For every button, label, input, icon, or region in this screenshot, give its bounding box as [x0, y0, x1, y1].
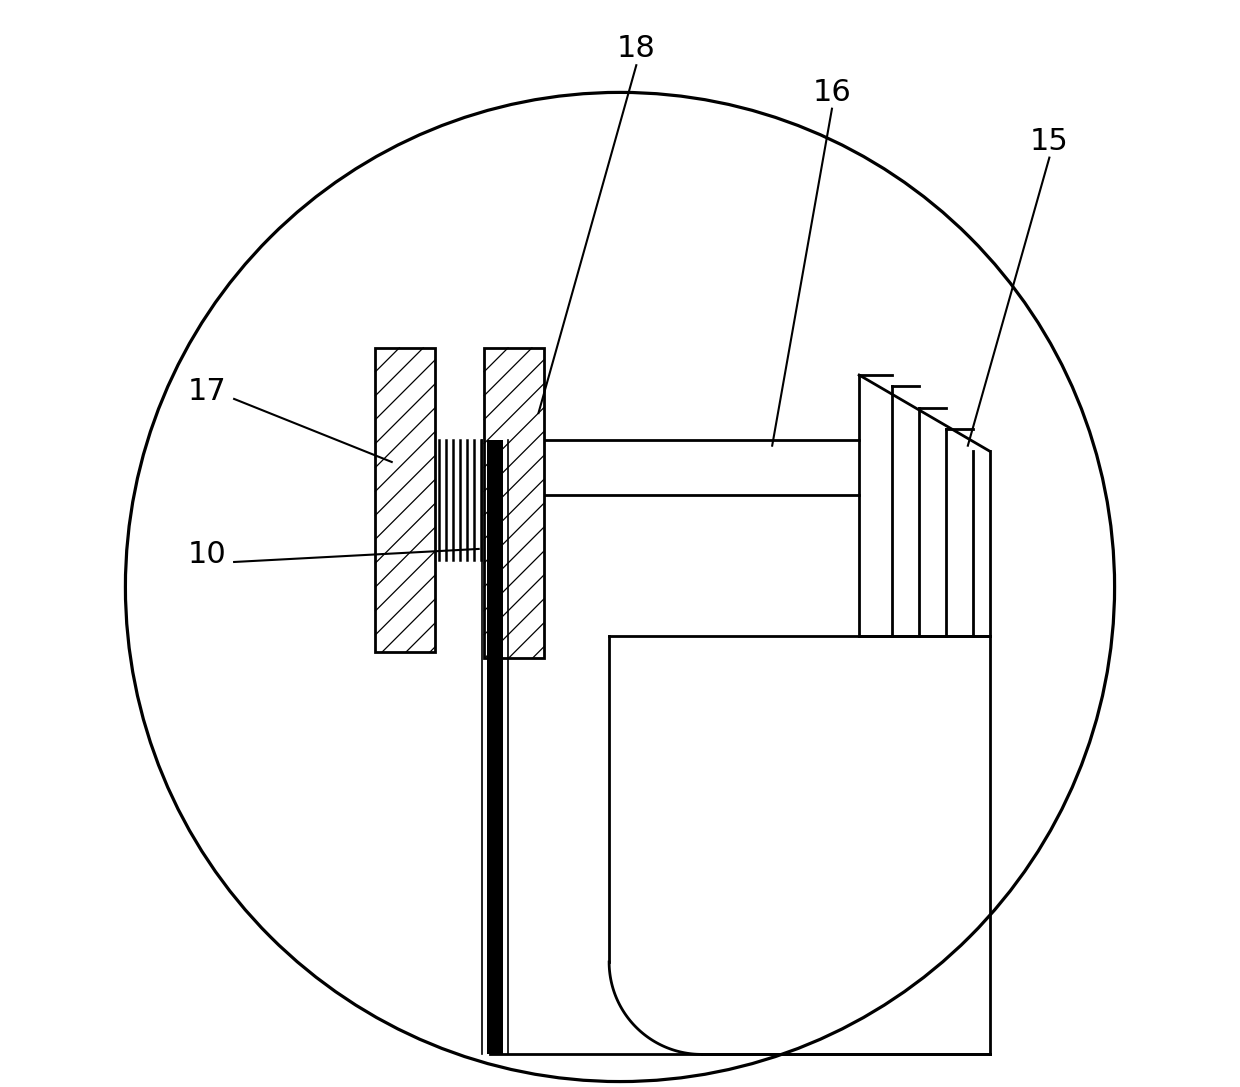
- Text: 17: 17: [187, 377, 227, 405]
- Bar: [376, 348, 435, 652]
- Bar: [487, 440, 502, 1054]
- Text: 18: 18: [616, 35, 656, 63]
- Text: 15: 15: [1030, 127, 1069, 155]
- Bar: [484, 348, 544, 658]
- Text: 10: 10: [187, 540, 227, 569]
- Text: 16: 16: [812, 78, 852, 107]
